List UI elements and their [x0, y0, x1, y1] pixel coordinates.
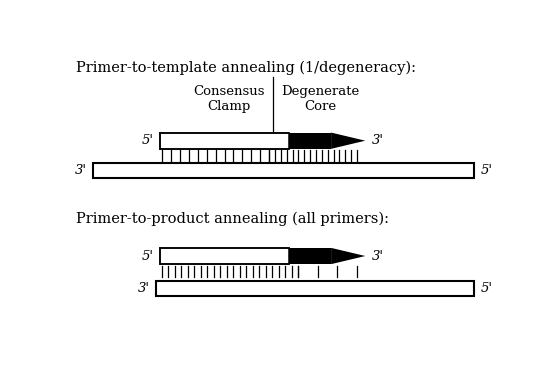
Bar: [289, 132, 331, 149]
Text: 5': 5': [480, 282, 493, 295]
Text: 3': 3': [75, 164, 87, 177]
Text: Primer-to-product annealing (all primers):: Primer-to-product annealing (all primers…: [76, 212, 389, 226]
Polygon shape: [331, 248, 365, 264]
Text: 3': 3': [372, 250, 384, 263]
Bar: [160, 248, 289, 264]
Text: 5': 5': [142, 250, 154, 263]
Bar: [289, 248, 331, 264]
Text: 5': 5': [142, 134, 154, 147]
Polygon shape: [331, 132, 365, 149]
Bar: [156, 281, 474, 296]
Text: Degenerate
Core: Degenerate Core: [281, 85, 360, 113]
Text: 3': 3': [137, 282, 149, 295]
Text: 3': 3': [372, 134, 384, 147]
Text: Consensus
Clamp: Consensus Clamp: [193, 85, 265, 113]
Text: Primer-to-template annealing (1/degeneracy):: Primer-to-template annealing (1/degenera…: [76, 61, 416, 75]
Text: 5': 5': [480, 164, 493, 177]
Bar: [160, 132, 289, 149]
Bar: [93, 163, 474, 178]
